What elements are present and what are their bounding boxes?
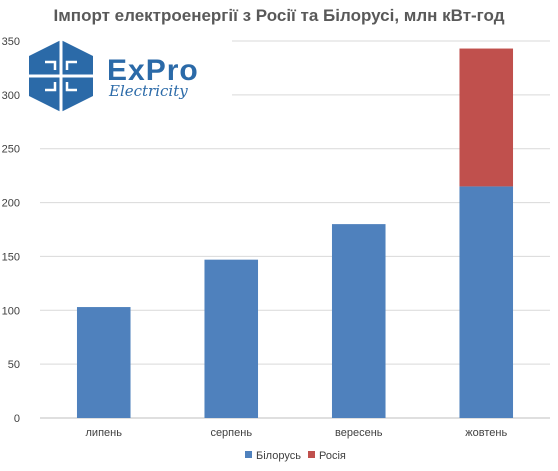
legend-label: Росія (319, 450, 346, 462)
x-axis-ticks: липень серпень вересень жовтень (86, 427, 508, 439)
legend-label: Білорусь (256, 450, 301, 462)
legend-swatch (308, 451, 315, 458)
y-tick-label: 100 (2, 305, 20, 317)
y-tick-label: 250 (2, 144, 20, 156)
legend-swatch (245, 451, 252, 458)
bar-belarus (76, 307, 131, 418)
y-tick-label: 0 (14, 413, 20, 425)
x-tick-label: липень (86, 427, 123, 439)
y-tick-label: 200 (2, 198, 20, 210)
x-tick-label: вересень (335, 427, 383, 439)
bars (76, 48, 514, 418)
logo-tagline: Electricity (108, 82, 188, 100)
logo-name: ExPro (107, 54, 199, 87)
y-tick-label: 350 (2, 36, 20, 48)
bar-belarus (459, 186, 514, 418)
bar-russia (459, 48, 514, 187)
y-tick-label: 300 (2, 90, 20, 102)
hexagon-logo-icon (29, 40, 93, 112)
chart-title: Імпорт електроенергії з Росії та Білорус… (54, 6, 505, 25)
expro-logo: ExPro Electricity (22, 36, 232, 116)
y-tick-label: 150 (2, 251, 20, 263)
legend: Білорусь Росія (245, 450, 346, 462)
bar-belarus (204, 259, 259, 418)
x-tick-label: серпень (210, 427, 252, 439)
y-axis-ticks: 0 50 100 150 200 250 300 350 (2, 36, 20, 425)
x-tick-label: жовтень (465, 427, 507, 439)
y-tick-label: 50 (8, 359, 20, 371)
bar-belarus (331, 224, 386, 418)
